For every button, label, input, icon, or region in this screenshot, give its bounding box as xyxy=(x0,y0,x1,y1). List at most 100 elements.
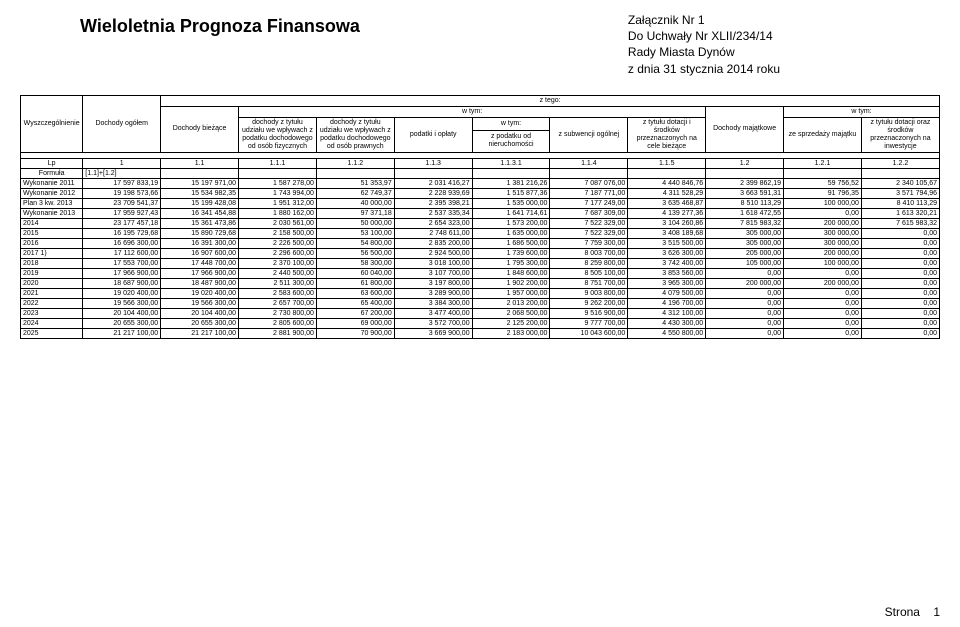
data-cell: 17 553 700,00 xyxy=(83,259,161,269)
data-cell: 2 226 500,00 xyxy=(239,239,317,249)
attachment-line: Załącznik Nr 1 xyxy=(628,12,780,28)
data-cell: 105 000,00 xyxy=(706,259,784,269)
data-cell: 1 880 162,00 xyxy=(239,209,317,219)
data-cell: 2 183 000,00 xyxy=(472,329,550,339)
data-cell: 69 000,00 xyxy=(316,319,394,329)
col-header: z podatku od nieruchomości xyxy=(472,130,550,152)
row-label: 2017 1) xyxy=(21,249,83,259)
data-cell: 4 550 800,00 xyxy=(628,329,706,339)
data-cell: 17 448 700,00 xyxy=(161,259,239,269)
data-cell: 200 000,00 xyxy=(784,279,862,289)
data-cell: 100 000,00 xyxy=(784,199,862,209)
data-cell: 0,00 xyxy=(784,289,862,299)
data-cell: 8 003 700,00 xyxy=(550,249,628,259)
data-cell: 200 000,00 xyxy=(784,219,862,229)
data-cell: 1 848 600,00 xyxy=(472,269,550,279)
data-cell: 4 311 528,29 xyxy=(628,189,706,199)
lp-cell: 1.1.3 xyxy=(394,159,472,169)
data-cell: 0,00 xyxy=(784,329,862,339)
finance-table: Wyszczególnienie Dochody ogółem z tego: … xyxy=(20,95,940,339)
data-cell: 4 196 700,00 xyxy=(628,299,706,309)
data-cell: 3 626 300,00 xyxy=(628,249,706,259)
data-cell: 40 000,00 xyxy=(316,199,394,209)
data-cell: 0,00 xyxy=(706,329,784,339)
data-cell: 0,00 xyxy=(861,319,939,329)
row-label: 2021 xyxy=(21,289,83,299)
table-row: 202018 687 900,0018 487 900,002 511 300,… xyxy=(21,279,940,289)
data-cell: 0,00 xyxy=(861,249,939,259)
data-cell: 1 743 994,00 xyxy=(239,189,317,199)
data-cell: 0,00 xyxy=(706,319,784,329)
col-header-group: z tego: xyxy=(161,95,940,106)
data-cell: 3 018 100,00 xyxy=(394,259,472,269)
data-cell: 7 522 329,00 xyxy=(550,219,628,229)
lp-cell: 1.1.5 xyxy=(628,159,706,169)
data-cell: 3 742 400,00 xyxy=(628,259,706,269)
data-cell: 1 613 320,21 xyxy=(861,209,939,219)
table-row: 2017 1)17 112 600,0016 907 600,002 296 6… xyxy=(21,249,940,259)
data-cell: 3 197 800,00 xyxy=(394,279,472,289)
data-cell: 91 796,35 xyxy=(784,189,862,199)
col-header: Wyszczególnienie xyxy=(21,95,83,152)
document-header: Wieloletnia Prognoza Finansowa Załącznik… xyxy=(20,12,940,77)
formula-cell xyxy=(316,169,394,179)
data-cell: 3 669 900,00 xyxy=(394,329,472,339)
data-cell: 3 104 260,86 xyxy=(628,219,706,229)
formula-label: Formuła xyxy=(21,169,83,179)
data-cell: 7 759 300,00 xyxy=(550,239,628,249)
data-cell: 0,00 xyxy=(861,299,939,309)
data-cell: 63 600,00 xyxy=(316,289,394,299)
attachment-line: Do Uchwały Nr XLII/234/14 xyxy=(628,28,780,44)
data-cell: 205 000,00 xyxy=(706,249,784,259)
data-cell: 0,00 xyxy=(861,259,939,269)
data-cell: 56 500,00 xyxy=(316,249,394,259)
data-cell: 19 198 573,66 xyxy=(83,189,161,199)
data-cell: 3 384 300,00 xyxy=(394,299,472,309)
table-row: 202119 020 400,0019 020 400,002 583 600,… xyxy=(21,289,940,299)
col-header: z tytułu dotacji i środków przeznaczonyc… xyxy=(628,117,706,152)
attachment-line: Rady Miasta Dynów xyxy=(628,44,780,60)
row-label: 2020 xyxy=(21,279,83,289)
data-cell: 3 965 300,00 xyxy=(628,279,706,289)
data-cell: 0,00 xyxy=(784,269,862,279)
data-cell: 7 177 249,00 xyxy=(550,199,628,209)
data-cell: 15 197 971,00 xyxy=(161,179,239,189)
lp-cell: 1.2 xyxy=(706,159,784,169)
data-cell: 7 615 983,32 xyxy=(861,219,939,229)
table-row: Plan 3 kw. 201323 709 541,3715 199 428,0… xyxy=(21,199,940,209)
row-label: 2024 xyxy=(21,319,83,329)
lp-cell: 1.1.1 xyxy=(239,159,317,169)
table-row: Wykonanie 201317 959 927,4316 341 454,88… xyxy=(21,209,940,219)
data-cell: 59 756,52 xyxy=(784,179,862,189)
data-cell: 60 040,00 xyxy=(316,269,394,279)
data-cell: 0,00 xyxy=(861,329,939,339)
col-header: Dochody majątkowe xyxy=(706,106,784,152)
footer-page: 1 xyxy=(933,605,940,619)
data-cell: 2 030 561,00 xyxy=(239,219,317,229)
data-cell: 2 031 416,27 xyxy=(394,179,472,189)
data-cell: 300 000,00 xyxy=(784,239,862,249)
data-cell: 9 777 700,00 xyxy=(550,319,628,329)
data-cell: 1 641 714,61 xyxy=(472,209,550,219)
data-cell: 18 687 900,00 xyxy=(83,279,161,289)
lp-label: Lp xyxy=(21,159,83,169)
lp-cell: 1.2.1 xyxy=(784,159,862,169)
col-header: Dochody ogółem xyxy=(83,95,161,152)
data-cell: 3 572 700,00 xyxy=(394,319,472,329)
col-header: ze sprzedaży majątku xyxy=(784,117,862,152)
data-cell: 300 000,00 xyxy=(784,229,862,239)
data-cell: 17 966 900,00 xyxy=(83,269,161,279)
col-header-group: w tym: xyxy=(784,106,940,117)
col-header: Dochody bieżące xyxy=(161,106,239,152)
data-cell: 3 663 591,31 xyxy=(706,189,784,199)
row-label: 2022 xyxy=(21,299,83,309)
data-cell: 53 100,00 xyxy=(316,229,394,239)
data-cell: 0,00 xyxy=(861,279,939,289)
data-cell: 2 805 600,00 xyxy=(239,319,317,329)
row-label: 2019 xyxy=(21,269,83,279)
data-cell: 9 262 200,00 xyxy=(550,299,628,309)
table-row: 201917 966 900,0017 966 900,002 440 500,… xyxy=(21,269,940,279)
data-cell: 0,00 xyxy=(784,309,862,319)
table-row: 202420 655 300,0020 655 300,002 805 600,… xyxy=(21,319,940,329)
data-cell: 1 587 278,00 xyxy=(239,179,317,189)
